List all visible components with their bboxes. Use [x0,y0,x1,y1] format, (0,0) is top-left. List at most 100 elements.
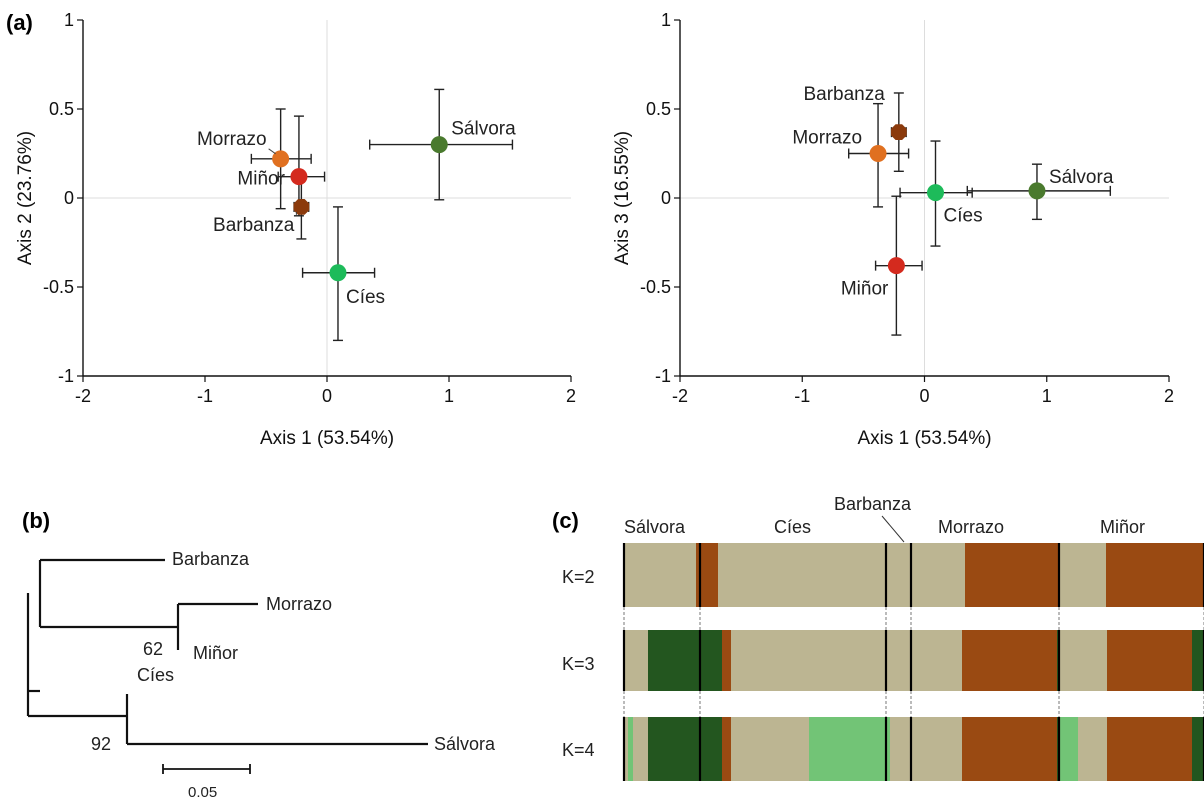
x-tick-label: -2 [75,386,91,406]
structure-segment-k4 [633,717,648,781]
structure-segment-k4 [731,717,809,781]
point-cies [329,264,347,282]
pop-label-barbanza: Barbanza [834,494,912,514]
point-label-morrazo: Morrazo [792,128,862,149]
point-label-salvora: Sálvora [451,119,516,140]
structure-plot: Sálvora Cíes Barbanza Morrazo Miñor K=2 … [562,494,1204,781]
x-tick-label: 0 [322,386,332,406]
point-label-cies: Cíes [346,287,385,308]
structure-segment-k4 [962,717,1057,781]
x-tick-label: 2 [566,386,576,406]
structure-segment-k2 [1106,543,1204,607]
point-label-morrazo: Morrazo [197,129,267,150]
scale-bar-label: 0.05 [188,784,217,801]
point-label-barbanza: Barbanza [213,215,295,236]
y-tick-label: -0.5 [43,277,74,297]
y-tick-label: 0 [64,188,74,208]
structure-segment-k3 [624,630,648,691]
structure-segment-k3 [648,630,700,691]
structure-segment-k4 [1078,717,1107,781]
pop-label-cies: Cíes [774,517,811,537]
tree-tip-minor: Miñor [193,643,238,663]
structure-segment-k3 [1107,630,1192,691]
point-minor [290,168,308,186]
point-label-minor: Miñor [237,169,285,190]
structure-segment-k4 [890,717,962,781]
y-tick-label: -1 [655,366,671,386]
structure-segment-k4 [648,717,700,781]
structure-segment-k2 [718,543,886,607]
y-tick-label: 0 [661,188,671,208]
structure-segment-k3 [1192,630,1204,691]
structure-segment-k4 [885,717,890,781]
y-tick-label: -1 [58,366,74,386]
bootstrap-92: 92 [91,734,111,754]
structure-segment-k3 [722,630,731,691]
structure-segment-k4 [1192,717,1204,781]
point-label-minor: Miñor [841,279,889,300]
pop-label-minor: Miñor [1100,517,1145,537]
point-barbanza [891,124,907,140]
leader-line-morrazo [268,148,276,155]
x-tick-label: 2 [1164,386,1174,406]
point-label-barbanza: Barbanza [803,84,885,105]
structure-segment-k3 [700,630,722,691]
x-tick-label: -1 [197,386,213,406]
structure-segment-k3 [962,630,1057,691]
point-salvora [1028,182,1046,200]
x-tick-label: -2 [672,386,688,406]
x-tick-label: -1 [794,386,810,406]
y-tick-label: -0.5 [640,277,671,297]
structure-segment-k4 [1107,717,1192,781]
point-label-salvora: Sálvora [1049,167,1114,188]
structure-segment-k2 [624,543,696,607]
point-minor [887,257,905,275]
structure-segment-k4 [700,717,722,781]
structure-segment-k4 [628,717,633,781]
tree-tip-cies: Cíes [137,665,174,685]
structure-segment-k3 [731,630,886,691]
barbanza-leader-line [881,515,905,543]
dendrogram: Barbanza Morrazo Miñor Cíes Sálvora 62 9… [26,549,496,801]
y-axis-title: Axis 3 (16.55%) [612,131,633,265]
x-tick-label: 1 [1042,386,1052,406]
structure-segment-k2 [886,543,965,607]
tree-tip-barbanza: Barbanza [172,549,250,569]
structure-segment-k2 [965,543,1059,607]
x-tick-label: 1 [444,386,454,406]
panel-label-b: (b) [22,508,50,533]
bootstrap-62: 62 [143,639,163,659]
tree-tip-morrazo: Morrazo [266,594,332,614]
y-axis-title: Axis 2 (23.76%) [15,131,36,265]
point-morrazo [869,145,887,162]
structure-segment-k3 [886,630,962,691]
structure-segment-k4 [809,717,885,781]
row-label-k2: K=2 [562,567,595,587]
pop-label-salvora: Sálvora [624,517,686,537]
y-tick-label: 1 [64,10,74,30]
structure-segment-k2 [696,543,718,607]
panel-label-c: (c) [552,508,579,533]
structure-segment-k4 [1060,717,1078,781]
point-barbanza [293,199,310,215]
y-tick-label: 0.5 [49,99,74,119]
y-tick-label: 0.5 [646,99,671,119]
panel-label-a: (a) [6,10,33,35]
y-tick-label: 1 [661,10,671,30]
structure-segment-k4 [722,717,731,781]
structure-segment-k4 [624,717,628,781]
tree-tip-salvora: Sálvora [434,734,496,754]
point-cies [927,184,945,202]
row-label-k3: K=3 [562,654,595,674]
x-tick-label: 0 [919,386,929,406]
point-morrazo [272,150,290,168]
structure-segment-k2 [1059,543,1106,607]
point-salvora [430,136,448,154]
row-label-k4: K=4 [562,740,595,760]
x-axis-title: Axis 1 (53.54%) [857,428,991,449]
pop-label-morrazo: Morrazo [938,517,1004,537]
x-axis-title: Axis 1 (53.54%) [260,428,394,449]
